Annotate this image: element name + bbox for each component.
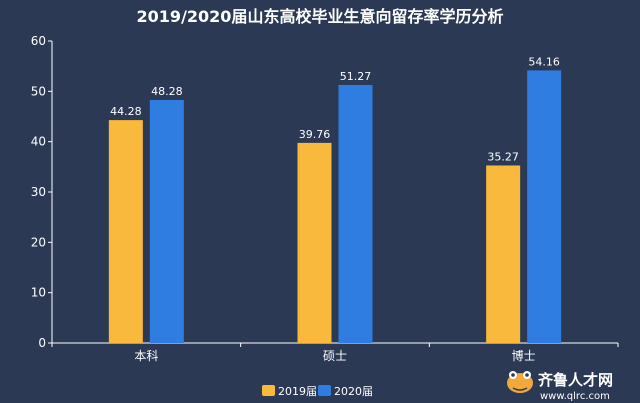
watermark: 齐鲁人才网 www.qlrc.com	[507, 371, 613, 402]
legend-swatch	[262, 385, 275, 396]
bar-2019届-硕士	[297, 142, 332, 343]
data-label: 51.27	[340, 70, 372, 83]
watermark-brand: 齐鲁人才网	[538, 371, 613, 389]
watermark-url: www.qlrc.com	[540, 391, 610, 402]
legend: 2019届 2020届	[262, 385, 373, 398]
y-tick-label: 30	[31, 185, 46, 199]
y-tick-label: 0	[38, 336, 46, 350]
y-tick-label: 60	[31, 34, 46, 48]
bar-2020届-博士	[527, 70, 562, 344]
data-labels-group: 44.28 39.76 35.27 48.28 51.27 54.16	[110, 55, 560, 163]
x-tick-label: 博士	[512, 348, 536, 363]
data-label: 54.16	[528, 55, 560, 68]
legend-label: 2019届	[278, 385, 317, 398]
legend-swatch	[318, 385, 331, 396]
bar-2019届-本科	[108, 120, 143, 344]
bars-group	[108, 70, 562, 344]
bar-2019届-博士	[486, 165, 521, 343]
y-tick-label: 10	[31, 286, 46, 300]
frog-logo-icon	[507, 371, 533, 393]
axes: 0 10 20 30 40 50 60 本科 硕士 博士	[31, 34, 619, 363]
y-tick-label: 20	[31, 235, 46, 249]
data-label: 35.27	[487, 150, 519, 163]
x-tick-label: 本科	[134, 349, 158, 363]
data-label: 48.28	[151, 85, 183, 98]
bar-2020届-硕士	[338, 84, 373, 343]
y-tick-label: 40	[31, 135, 46, 149]
data-label: 44.28	[110, 105, 142, 118]
chart-title: 2019/2020届山东高校毕业生意向留存率学历分析	[137, 7, 504, 26]
data-label: 39.76	[299, 128, 331, 141]
x-tick-label: 硕士	[323, 349, 347, 363]
bar-2020届-本科	[149, 99, 184, 344]
y-tick-label: 50	[31, 84, 46, 98]
legend-label: 2020届	[334, 385, 373, 398]
